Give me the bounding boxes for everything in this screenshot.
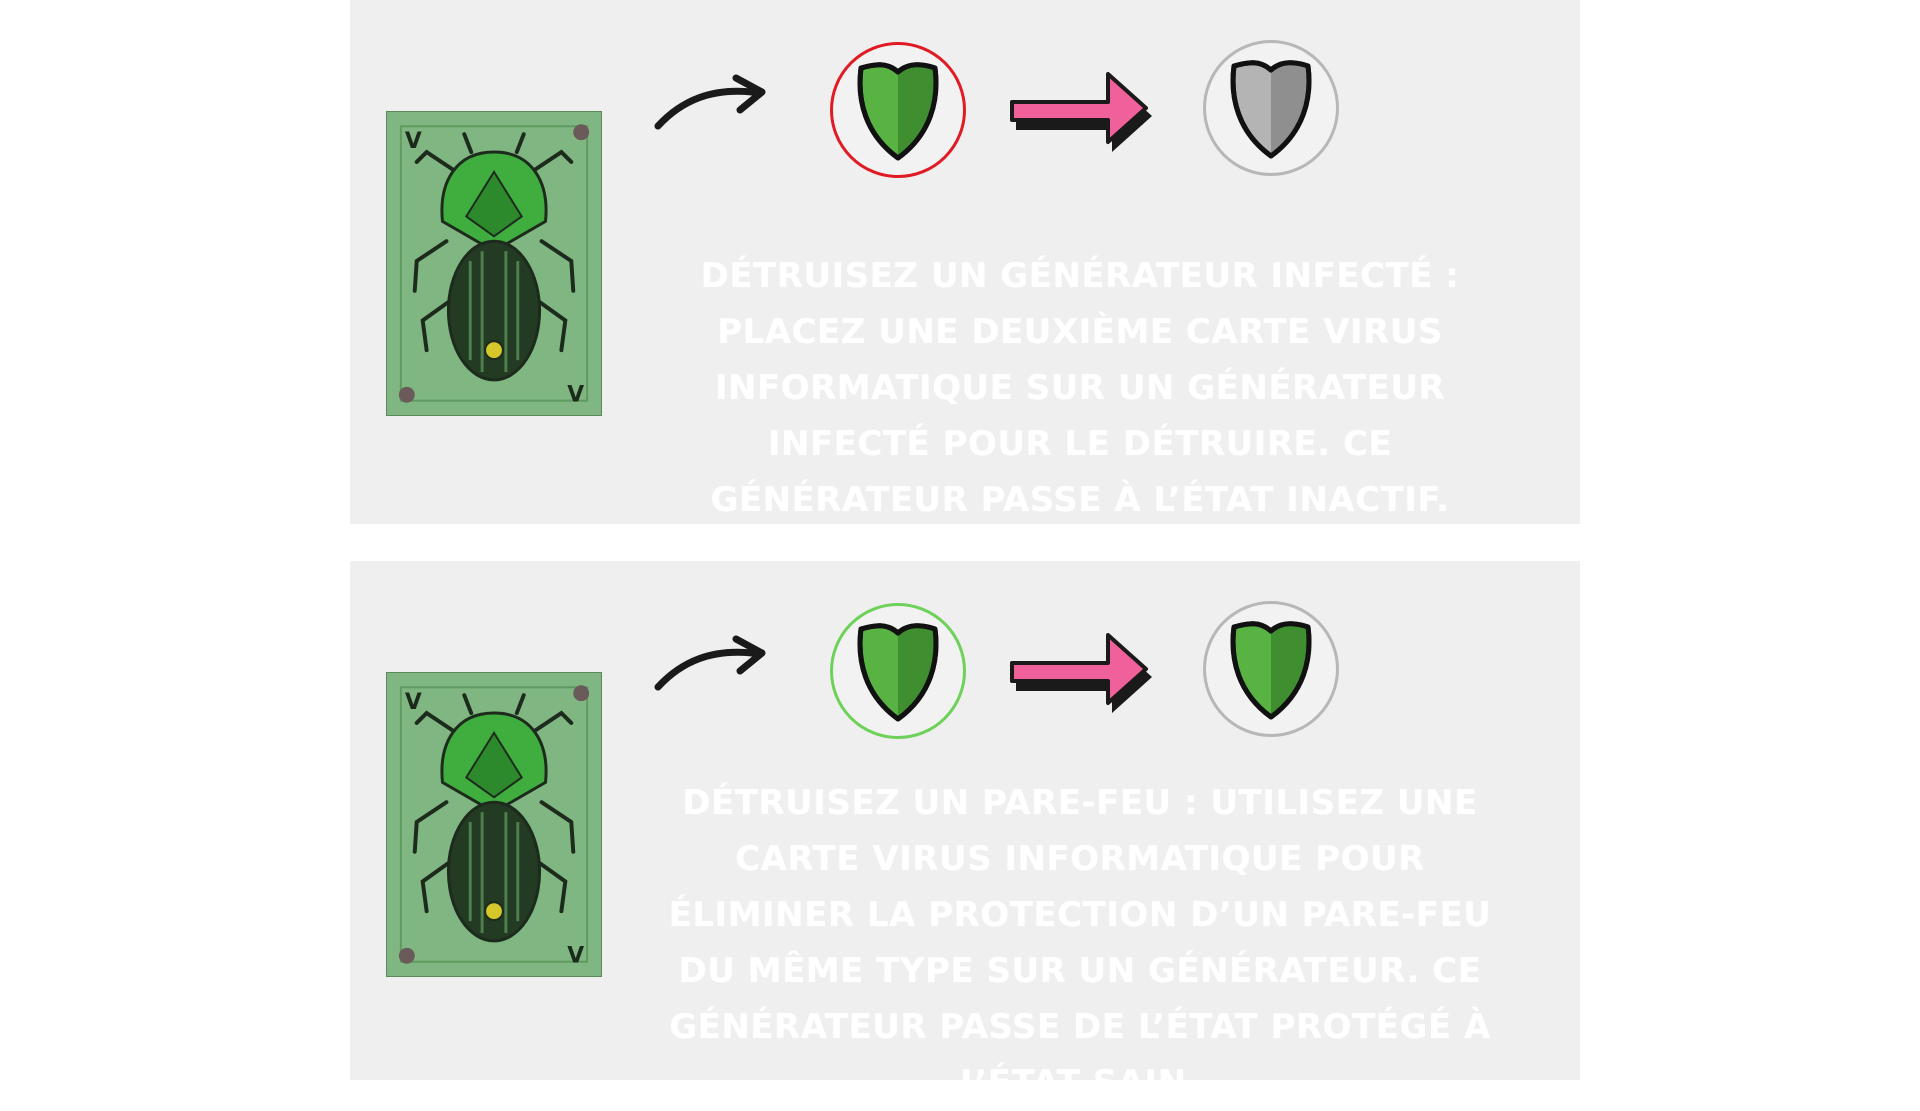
pink-arrow-icon bbox=[1010, 631, 1158, 719]
curved-arrow-icon bbox=[652, 70, 770, 132]
green-shield-red-ring-icon bbox=[830, 42, 966, 178]
pink-arrow-icon bbox=[1010, 70, 1158, 158]
beetle-virus-card-icon bbox=[386, 111, 602, 416]
rule-description: Détruisez un pare-feu : utilisez une car… bbox=[668, 783, 1492, 1103]
green-shield-green-ring-icon bbox=[830, 603, 966, 739]
curved-arrow-icon bbox=[652, 631, 770, 693]
rule-panel-firewall: Détruisez un pare-feu : utilisez une car… bbox=[350, 561, 1580, 1103]
rule-description: Détruisez un générateur infecté : placez… bbox=[700, 256, 1460, 520]
gray-shield-icon bbox=[1203, 40, 1339, 176]
rule-panel-infected-generator: Détruisez un générateur infecté : placez… bbox=[350, 0, 1580, 524]
beetle-virus-card-icon bbox=[386, 672, 602, 977]
green-shield-icon bbox=[1203, 601, 1339, 737]
